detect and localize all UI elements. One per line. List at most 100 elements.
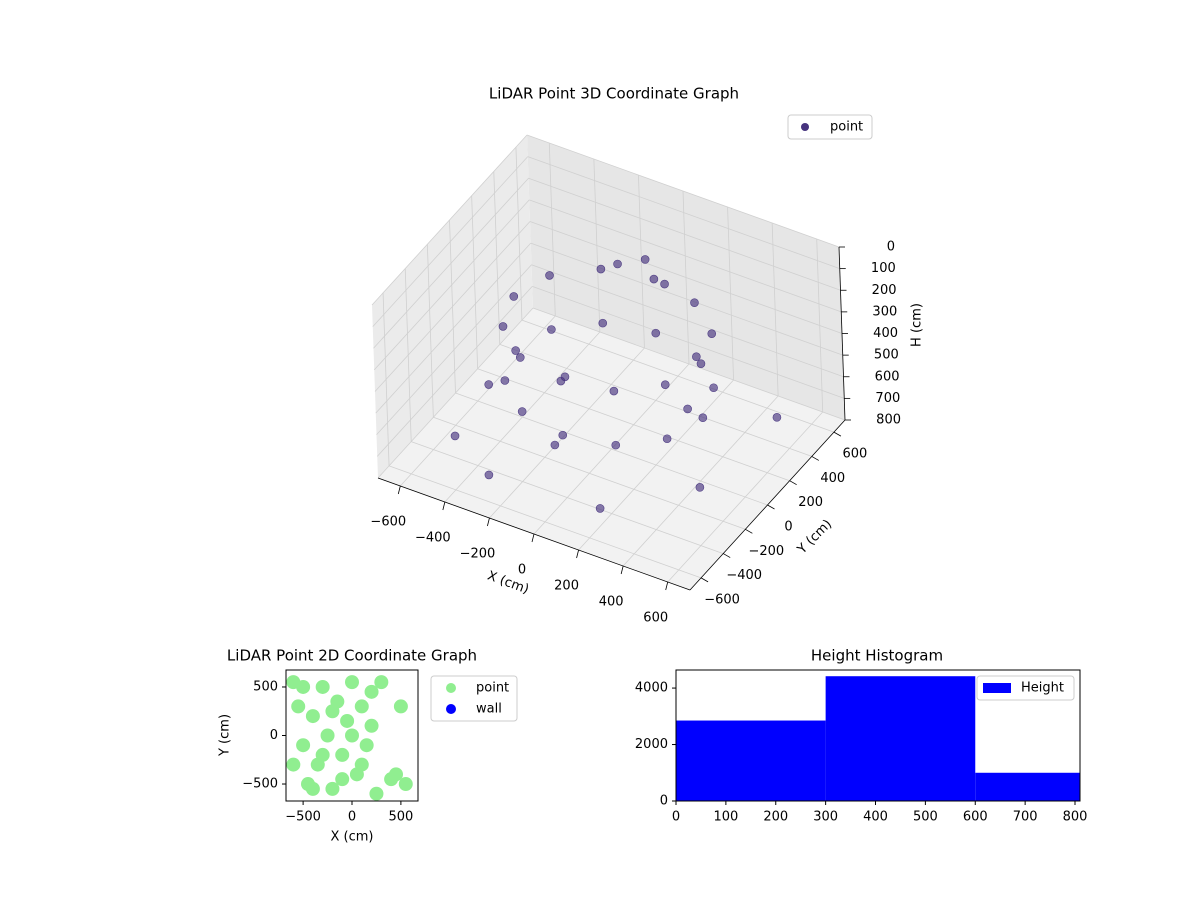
point: [296, 679, 311, 694]
grid-line: [371, 134, 528, 306]
point: [393, 699, 408, 714]
tick-mark: [767, 504, 775, 510]
y-tick-label: −200: [748, 544, 784, 559]
y-axis-label: Y (cm): [218, 714, 233, 757]
x-tick-label: −200: [460, 547, 496, 562]
point: [545, 271, 554, 280]
x-tick-label: −500: [285, 810, 321, 825]
point: [484, 380, 494, 389]
point: [374, 675, 389, 690]
grid-line: [455, 392, 768, 506]
point: [558, 430, 568, 440]
z-axis-label: H (cm): [910, 303, 925, 347]
grid-line: [433, 416, 746, 530]
x-axis-line: [377, 477, 691, 591]
grid-line: [375, 242, 532, 414]
y-tick-label: 0: [784, 520, 792, 535]
point: [772, 413, 782, 422]
point: [560, 372, 570, 382]
point: [692, 352, 701, 362]
grid-line: [532, 307, 846, 421]
grid-line: [377, 307, 534, 479]
point: [640, 255, 650, 264]
grid-line: [372, 156, 529, 327]
grid-line: [376, 264, 532, 436]
legend-marker: [983, 683, 1011, 693]
z-tick-label: 400: [873, 326, 898, 341]
x-tick-label: 0: [518, 563, 526, 578]
point: [595, 504, 605, 513]
y-tick-label: 500: [253, 679, 278, 694]
point: [286, 757, 301, 772]
point: [651, 328, 661, 338]
point: [291, 699, 306, 714]
point: [517, 407, 527, 416]
tick-mark: [789, 480, 797, 486]
point: [345, 675, 359, 690]
grid-line: [373, 177, 529, 349]
x-tick-label: 0: [672, 810, 680, 825]
z-tick-label: 0: [887, 240, 895, 255]
point: [296, 738, 311, 753]
legend-marker: [801, 123, 809, 131]
point: [325, 781, 340, 796]
point: [450, 431, 460, 441]
grid-line: [374, 221, 531, 392]
y-tick-label: 400: [820, 471, 845, 486]
point: [660, 380, 670, 389]
legend-marker: [446, 683, 456, 693]
grid-line: [527, 156, 840, 270]
point: [509, 292, 519, 301]
point: [683, 404, 692, 414]
x-tick-label: 400: [599, 595, 624, 610]
point: [345, 728, 359, 743]
point: [550, 440, 560, 450]
legend-marker: [446, 704, 456, 714]
z-tick-label: 300: [872, 304, 897, 319]
point: [335, 747, 350, 762]
x-tick-label: 600: [643, 611, 668, 626]
point: [649, 274, 659, 284]
x-tick-label: 500: [913, 810, 938, 825]
point: [305, 709, 320, 724]
z-axis-line: [838, 246, 846, 421]
grid-line: [411, 441, 724, 554]
z-tick-label: 700: [875, 391, 900, 406]
point: [364, 718, 379, 733]
y-tick-label: 2000: [635, 737, 668, 752]
point: [515, 353, 525, 362]
axes-frame: [675, 669, 1081, 802]
x-tick-label: 800: [1063, 810, 1088, 825]
point: [364, 684, 379, 699]
point: [598, 318, 608, 328]
point: [707, 329, 717, 338]
x-tick-label: 200: [763, 810, 788, 825]
legend-label: Height: [1021, 681, 1064, 696]
grid-line: [376, 286, 533, 457]
y-tick-label: 4000: [635, 681, 668, 696]
point: [325, 704, 340, 719]
grid-line: [529, 221, 843, 334]
point: [498, 322, 508, 331]
bar: [825, 676, 976, 801]
tick-mark: [576, 549, 579, 559]
point: [596, 264, 606, 274]
y-tick-label: 600: [843, 447, 868, 462]
tick-mark: [620, 565, 624, 575]
tick-mark: [487, 517, 490, 527]
point: [511, 346, 520, 355]
tick-mark: [811, 456, 819, 461]
tick-mark: [531, 533, 535, 543]
point: [696, 359, 706, 368]
x-tick-label: −400: [415, 531, 451, 546]
point: [354, 699, 369, 714]
point: [695, 483, 705, 492]
y-tick-label: −600: [704, 592, 740, 607]
bar: [975, 772, 1080, 801]
x-tick-label: 600: [963, 810, 988, 825]
point: [320, 728, 335, 743]
tick-mark: [833, 431, 842, 437]
chart-title: Height Histogram: [811, 647, 943, 665]
x-tick-label: 200: [554, 579, 579, 594]
